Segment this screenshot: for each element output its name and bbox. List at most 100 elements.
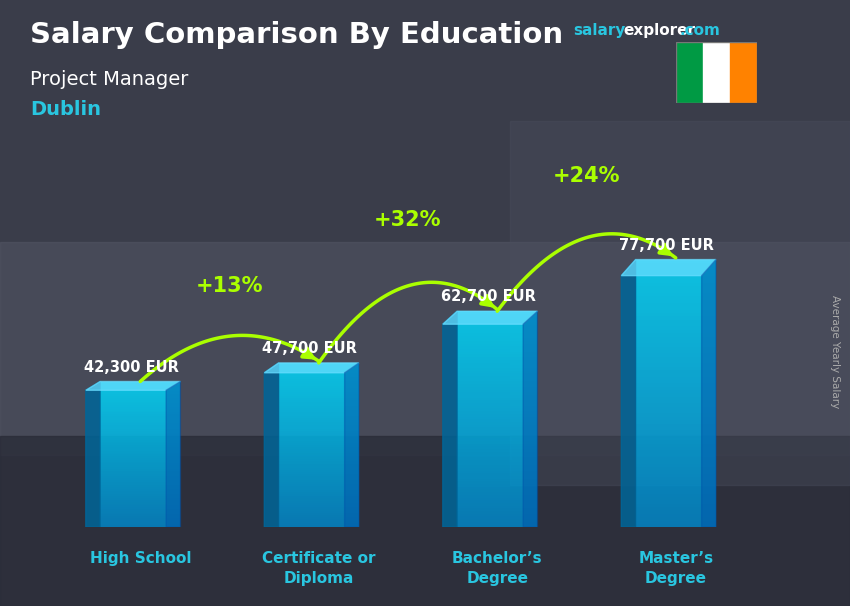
Bar (457, 419, 537, 422)
Bar (636, 507, 716, 510)
Bar (636, 464, 716, 467)
Bar (100, 409, 180, 411)
Bar (100, 507, 180, 509)
Bar (636, 384, 716, 387)
Bar (457, 446, 537, 449)
Bar (457, 505, 537, 508)
Bar (636, 373, 716, 377)
Bar (279, 465, 359, 468)
Bar (636, 350, 716, 353)
Bar (457, 376, 537, 379)
Bar (100, 440, 180, 442)
Bar (100, 518, 180, 520)
Bar (100, 391, 180, 393)
Bar (100, 402, 180, 404)
Text: +13%: +13% (196, 276, 264, 296)
Bar (457, 392, 537, 395)
Bar (100, 480, 180, 482)
Bar (457, 317, 537, 319)
Bar (279, 384, 359, 385)
Bar (457, 414, 537, 416)
Bar (279, 482, 359, 484)
Bar (457, 362, 537, 365)
Bar (636, 336, 716, 340)
Bar (636, 293, 716, 296)
Bar (279, 490, 359, 492)
Bar (100, 385, 180, 387)
Bar (100, 505, 180, 507)
Bar (636, 444, 716, 447)
Bar (457, 473, 537, 476)
Bar (279, 369, 359, 371)
Bar (636, 380, 716, 384)
Bar (100, 493, 180, 494)
Bar (100, 389, 180, 391)
Text: 47,700 EUR: 47,700 EUR (263, 341, 357, 356)
Bar (100, 444, 180, 445)
Bar (100, 458, 180, 460)
Bar (279, 521, 359, 523)
Bar (279, 422, 359, 425)
Bar (457, 336, 537, 338)
Bar (636, 367, 716, 370)
Bar (636, 353, 716, 356)
Bar (279, 458, 359, 459)
Bar (457, 387, 537, 390)
Bar (279, 418, 359, 421)
Bar (636, 420, 716, 424)
Bar (279, 468, 359, 470)
Bar (636, 356, 716, 360)
Bar (279, 412, 359, 415)
Text: 77,700 EUR: 77,700 EUR (620, 238, 714, 253)
Bar (100, 407, 180, 409)
Bar (100, 471, 180, 473)
Bar (457, 522, 537, 525)
Bar (279, 447, 359, 449)
Bar (279, 507, 359, 508)
Bar (100, 418, 180, 420)
Bar (279, 443, 359, 445)
Polygon shape (86, 382, 100, 527)
Bar (279, 464, 359, 465)
Bar (279, 499, 359, 501)
Bar (457, 457, 537, 460)
Bar (100, 494, 180, 496)
Bar (457, 403, 537, 406)
Bar (279, 515, 359, 517)
Bar (279, 396, 359, 398)
Bar (636, 360, 716, 363)
Bar (636, 316, 716, 320)
Bar (279, 385, 359, 388)
Bar (457, 319, 537, 322)
Bar (279, 363, 359, 365)
Bar (457, 481, 537, 484)
Bar (457, 347, 537, 349)
Bar (279, 381, 359, 384)
Bar (457, 384, 537, 387)
Bar (703, 42, 729, 103)
Bar (510, 121, 850, 485)
Bar (279, 435, 359, 437)
Bar (636, 440, 716, 444)
Bar (457, 498, 537, 500)
Bar (100, 405, 180, 407)
Bar (636, 303, 716, 307)
Bar (100, 431, 180, 433)
Bar (279, 371, 359, 373)
Bar (279, 425, 359, 427)
Bar (100, 384, 180, 385)
Bar (100, 442, 180, 444)
Bar (636, 279, 716, 283)
Polygon shape (264, 363, 359, 373)
Bar (636, 484, 716, 487)
Bar (457, 398, 537, 401)
Bar (457, 487, 537, 490)
Bar (279, 523, 359, 525)
Bar (636, 283, 716, 287)
Text: Salary Comparison By Education: Salary Comparison By Education (30, 21, 563, 49)
Bar (279, 474, 359, 476)
Bar (457, 470, 537, 473)
Bar (457, 449, 537, 451)
Bar (279, 428, 359, 431)
Text: 62,700 EUR: 62,700 EUR (441, 289, 536, 304)
